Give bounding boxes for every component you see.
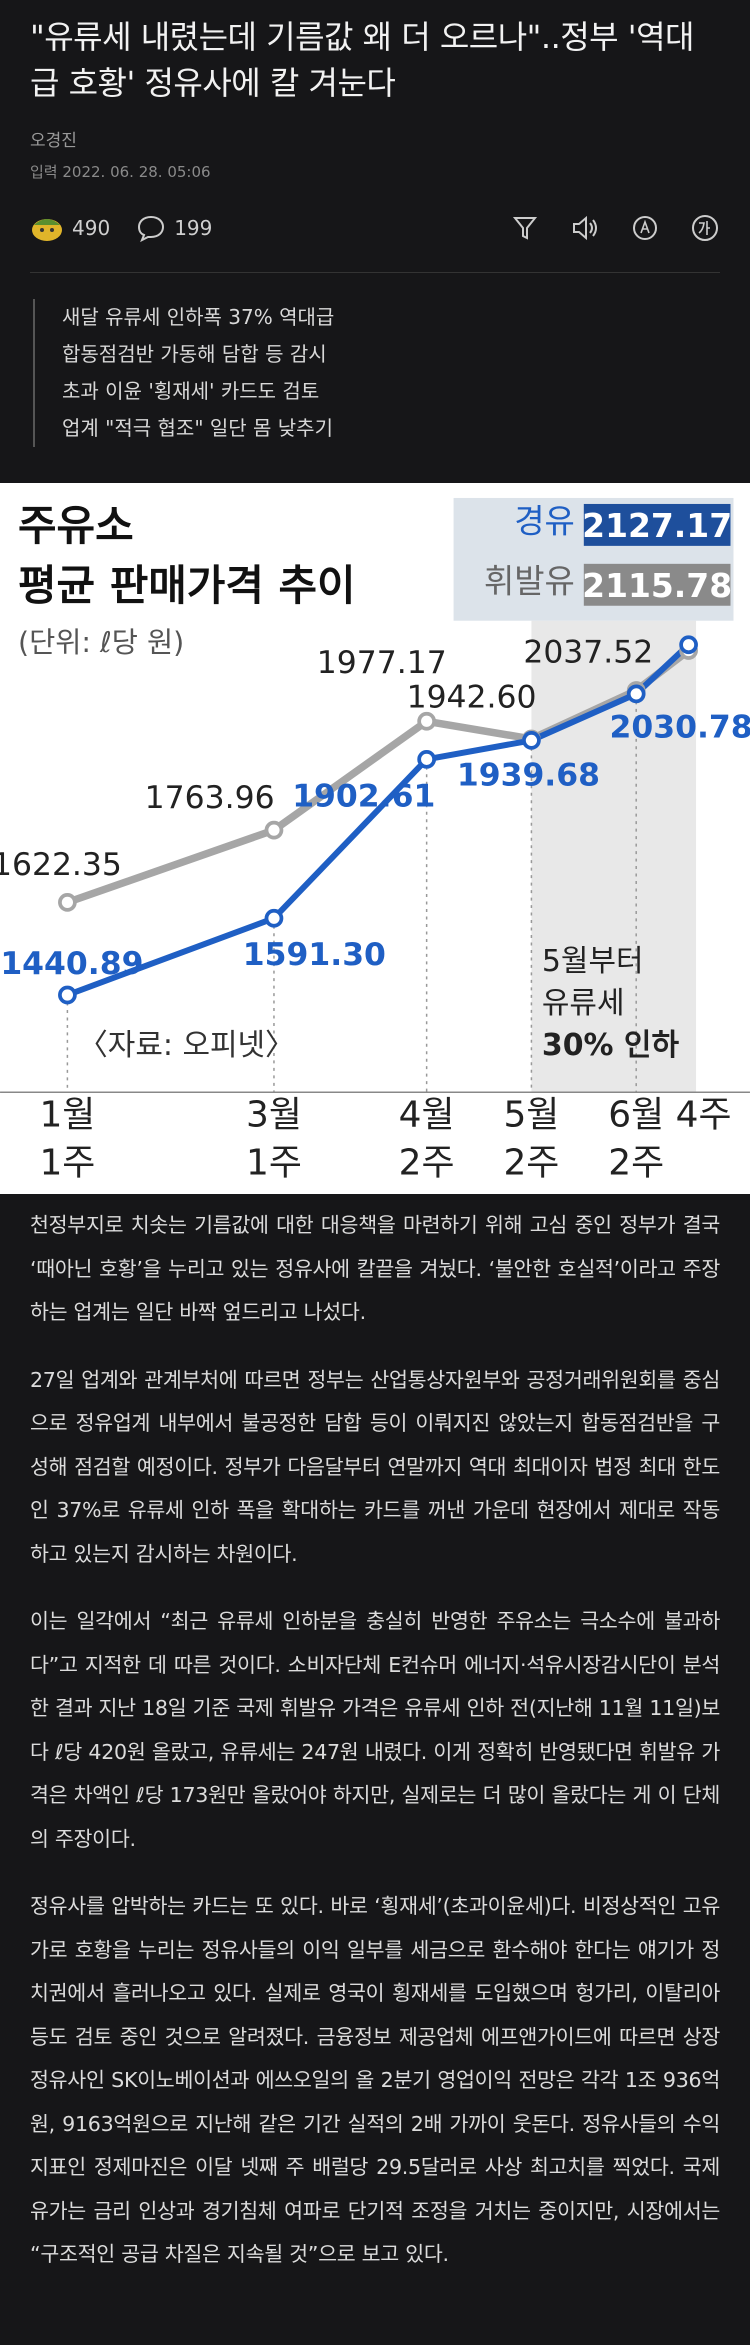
shaded-period bbox=[531, 620, 697, 1093]
note: 5월부터 bbox=[542, 944, 644, 979]
value-label: 1939.68 bbox=[457, 757, 600, 793]
price-line bbox=[66, 642, 691, 998]
price-point bbox=[417, 749, 436, 769]
filter-icon[interactable] bbox=[510, 213, 540, 243]
x-tick-label: 2주 bbox=[399, 1143, 455, 1184]
legend-swatch bbox=[583, 563, 731, 606]
author: 오경진 bbox=[30, 131, 77, 151]
value-label: 1591.30 bbox=[243, 937, 386, 973]
price-point bbox=[58, 893, 77, 912]
legend-value: 2115.78 bbox=[582, 566, 732, 605]
chart-title: 평균 판매가격 추이 bbox=[18, 561, 356, 610]
summary: 새달 유류세 인하폭 37% 역대급 합동점검반 가동해 담합 등 감시 초과 … bbox=[33, 299, 720, 447]
summary-line: 초과 이윤 '횡재세' 카드도 검토 bbox=[62, 379, 320, 403]
legend-label: 경유 bbox=[514, 501, 575, 540]
value-label: 1942.60 bbox=[407, 680, 537, 716]
legend-swatch bbox=[583, 503, 731, 546]
price-point bbox=[522, 731, 541, 750]
paragraph: 천정부지로 치솟는 기름값에 대한 대응책을 마련하기 위해 고심 중인 정부가… bbox=[30, 1213, 720, 1324]
x-tick-label: 2주 bbox=[503, 1143, 559, 1184]
paragraph: 이는 일각에서 “최근 유류세 인하분을 충실히 반영한 주유소는 극소수에 불… bbox=[30, 1609, 720, 1851]
x-tick-label: 4월 bbox=[399, 1095, 455, 1136]
x-tick-label: 5월 bbox=[503, 1095, 559, 1136]
article-body: 천정부지로 치솟는 기름값에 대한 대응책을 마련하기 위해 고심 중인 정부가… bbox=[0, 1194, 750, 2277]
chart-unit: (단위: ℓ당 원) bbox=[18, 626, 184, 659]
value-label: 2037.52 bbox=[523, 635, 653, 671]
audio-icon[interactable] bbox=[570, 213, 600, 243]
price-point bbox=[58, 985, 77, 1005]
price-point bbox=[626, 684, 646, 704]
legend-value: 2127.17 bbox=[582, 506, 732, 545]
value-label: 1763.96 bbox=[145, 780, 275, 816]
summary-line: 새달 유류세 인하폭 37% 역대급 bbox=[62, 305, 335, 329]
value-label: 2030.78 bbox=[610, 709, 750, 745]
x-tick-label: 2주 bbox=[608, 1143, 664, 1184]
note: 유류세 bbox=[542, 986, 625, 1021]
date: 입력 2022. 06. 28. 05:06 bbox=[30, 163, 211, 181]
translate-icon[interactable] bbox=[630, 213, 660, 243]
value-label: 1440.89 bbox=[0, 946, 143, 982]
summary-line: 업계 "적극 협조" 일단 몸 낮추기 bbox=[62, 416, 333, 440]
comment-count: 199 bbox=[174, 216, 213, 240]
x-tick-label: 1주 bbox=[39, 1143, 95, 1184]
reaction-count: 490 bbox=[72, 216, 111, 240]
value-label: 1977.17 bbox=[317, 645, 447, 681]
price-point bbox=[264, 908, 284, 928]
x-tick-label: 1월 bbox=[39, 1095, 95, 1136]
value-label: 1902.61 bbox=[292, 778, 435, 814]
tools bbox=[510, 213, 720, 243]
x-tick-label: 4주 bbox=[676, 1095, 732, 1136]
x-tick-label: 3월 bbox=[246, 1095, 302, 1136]
x-tick-label: 6월 bbox=[608, 1095, 664, 1136]
source: 〈자료: 오피넷〉 bbox=[78, 1028, 295, 1063]
font-size-icon[interactable] bbox=[690, 213, 720, 243]
chart-title: 주유소 bbox=[18, 501, 134, 550]
paragraph: 27일 업계와 관계부처에 따르면 정부는 산업통상자원부와 공정거래위원회를 … bbox=[30, 1367, 720, 1566]
comment-icon[interactable] bbox=[136, 213, 166, 243]
headline: "유류세 내렸는데 기름값 왜 더 오르나"..정부 '역대급 호황' 정유사에… bbox=[30, 18, 694, 102]
price-point bbox=[417, 711, 436, 731]
reaction-icon[interactable] bbox=[30, 213, 64, 243]
price-point bbox=[264, 820, 284, 840]
value-label: 1622.35 bbox=[0, 847, 122, 883]
paragraph: 정유사를 압박하는 카드는 또 있다. 바로 ‘횡재세’(초과이윤세)다. 비정… bbox=[30, 1894, 720, 2266]
note: 30% 인하 bbox=[542, 1028, 680, 1063]
x-tick-label: 1주 bbox=[246, 1143, 302, 1184]
price-point bbox=[679, 635, 698, 655]
action-bar: 490 199 bbox=[30, 200, 720, 273]
legend-label: 휘발유 bbox=[484, 561, 575, 600]
summary-line: 합동점검반 가동해 담합 등 감시 bbox=[62, 342, 327, 366]
